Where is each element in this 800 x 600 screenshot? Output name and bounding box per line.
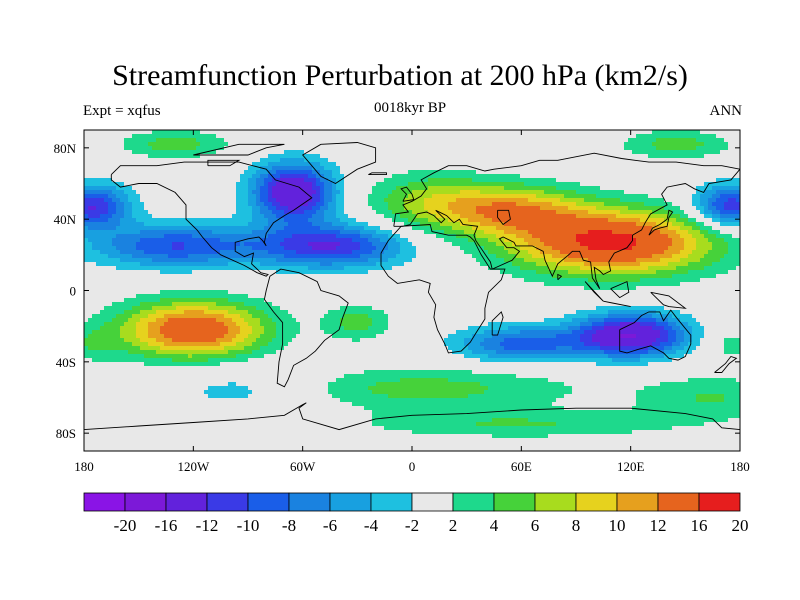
coastline: [84, 402, 740, 431]
coastline: [263, 268, 349, 388]
y-tick-label: 80S: [56, 426, 76, 441]
coastline: [648, 209, 674, 236]
chart-title: Streamfunction Perturbation at 200 hPa (…: [112, 59, 688, 92]
colorbar-swatch: [657, 492, 700, 512]
x-tick-label: 60E: [511, 459, 532, 474]
colorbar-label: 6: [531, 516, 540, 535]
coastline: [610, 280, 630, 299]
colorbar-swatch: [616, 492, 659, 512]
coastline: [619, 309, 692, 361]
coastline: [368, 172, 387, 176]
colorbar-swatch: [247, 492, 290, 512]
colorbar-label: 16: [691, 516, 708, 535]
colorbar-swatch: [698, 492, 741, 512]
colorbar-label: 20: [732, 516, 749, 535]
colorbar-swatch: [165, 492, 208, 512]
colorbar-swatch: [411, 492, 454, 512]
colorbar-label: -6: [323, 516, 337, 535]
colorbar-label: -20: [114, 516, 137, 535]
colorbar-label: -16: [155, 516, 178, 535]
colorbar-swatch: [83, 492, 126, 512]
y-tick-label: 40S: [56, 355, 76, 370]
coastline: [207, 159, 241, 167]
colorbar-swatch: [370, 492, 413, 512]
colorbar-swatch: [452, 492, 495, 512]
coastline: [491, 311, 504, 336]
coastline: [380, 224, 506, 354]
coastline: [584, 281, 604, 302]
colorbar-swatch: [534, 492, 577, 512]
colorbar-label: 8: [572, 516, 581, 535]
coastline: [714, 355, 738, 373]
period-label: 0018kyr BP: [373, 100, 447, 116]
coastline: [302, 142, 377, 185]
axis-ticks: 180 120W 60W 0 60E 120E 180 80N 40N 0 40S 80S: [54, 130, 750, 474]
colorbar-label: 10: [609, 516, 626, 535]
coastline: [557, 273, 563, 281]
colorbar-label: -2: [405, 516, 419, 535]
coastline: [650, 291, 687, 309]
x-tick-label: 180: [74, 459, 94, 474]
colorbar-label: 12: [650, 516, 667, 535]
y-tick-label: 40N: [54, 212, 77, 227]
coastline: [400, 186, 415, 202]
x-tick-label: 180: [730, 459, 750, 474]
x-tick-label: 120E: [617, 459, 645, 474]
x-tick-label: 60W: [290, 459, 316, 474]
coastline: [393, 152, 740, 289]
x-tick-label: 0: [409, 459, 416, 474]
colorbar-label: -4: [364, 516, 379, 535]
x-tick-label: 120W: [177, 459, 210, 474]
coastline: [193, 143, 285, 156]
colorbar-label: -10: [237, 516, 260, 535]
season-label: ANN: [709, 103, 743, 119]
y-tick-label: 0: [70, 284, 77, 299]
colorbar-label: 4: [490, 516, 499, 535]
colorbar-label: -12: [196, 516, 219, 535]
colorbar-swatch: [124, 492, 167, 512]
contour-field: [84, 130, 740, 451]
y-tick-label: 80N: [54, 141, 77, 156]
colorbar-label: 2: [449, 516, 458, 535]
coastline: [603, 300, 631, 308]
colorbar-swatch: [288, 492, 331, 512]
colorbar-label: -8: [282, 516, 296, 535]
experiment-label: Expt = xqfus: [83, 103, 161, 119]
colorbar-swatch: [329, 492, 372, 512]
coastline: [497, 209, 511, 226]
colorbar-swatch: [206, 492, 249, 512]
coastline: [110, 161, 313, 277]
colorbar-swatch: [493, 492, 536, 512]
coastlines: [84, 142, 740, 431]
colorbar-swatch: [575, 492, 618, 512]
